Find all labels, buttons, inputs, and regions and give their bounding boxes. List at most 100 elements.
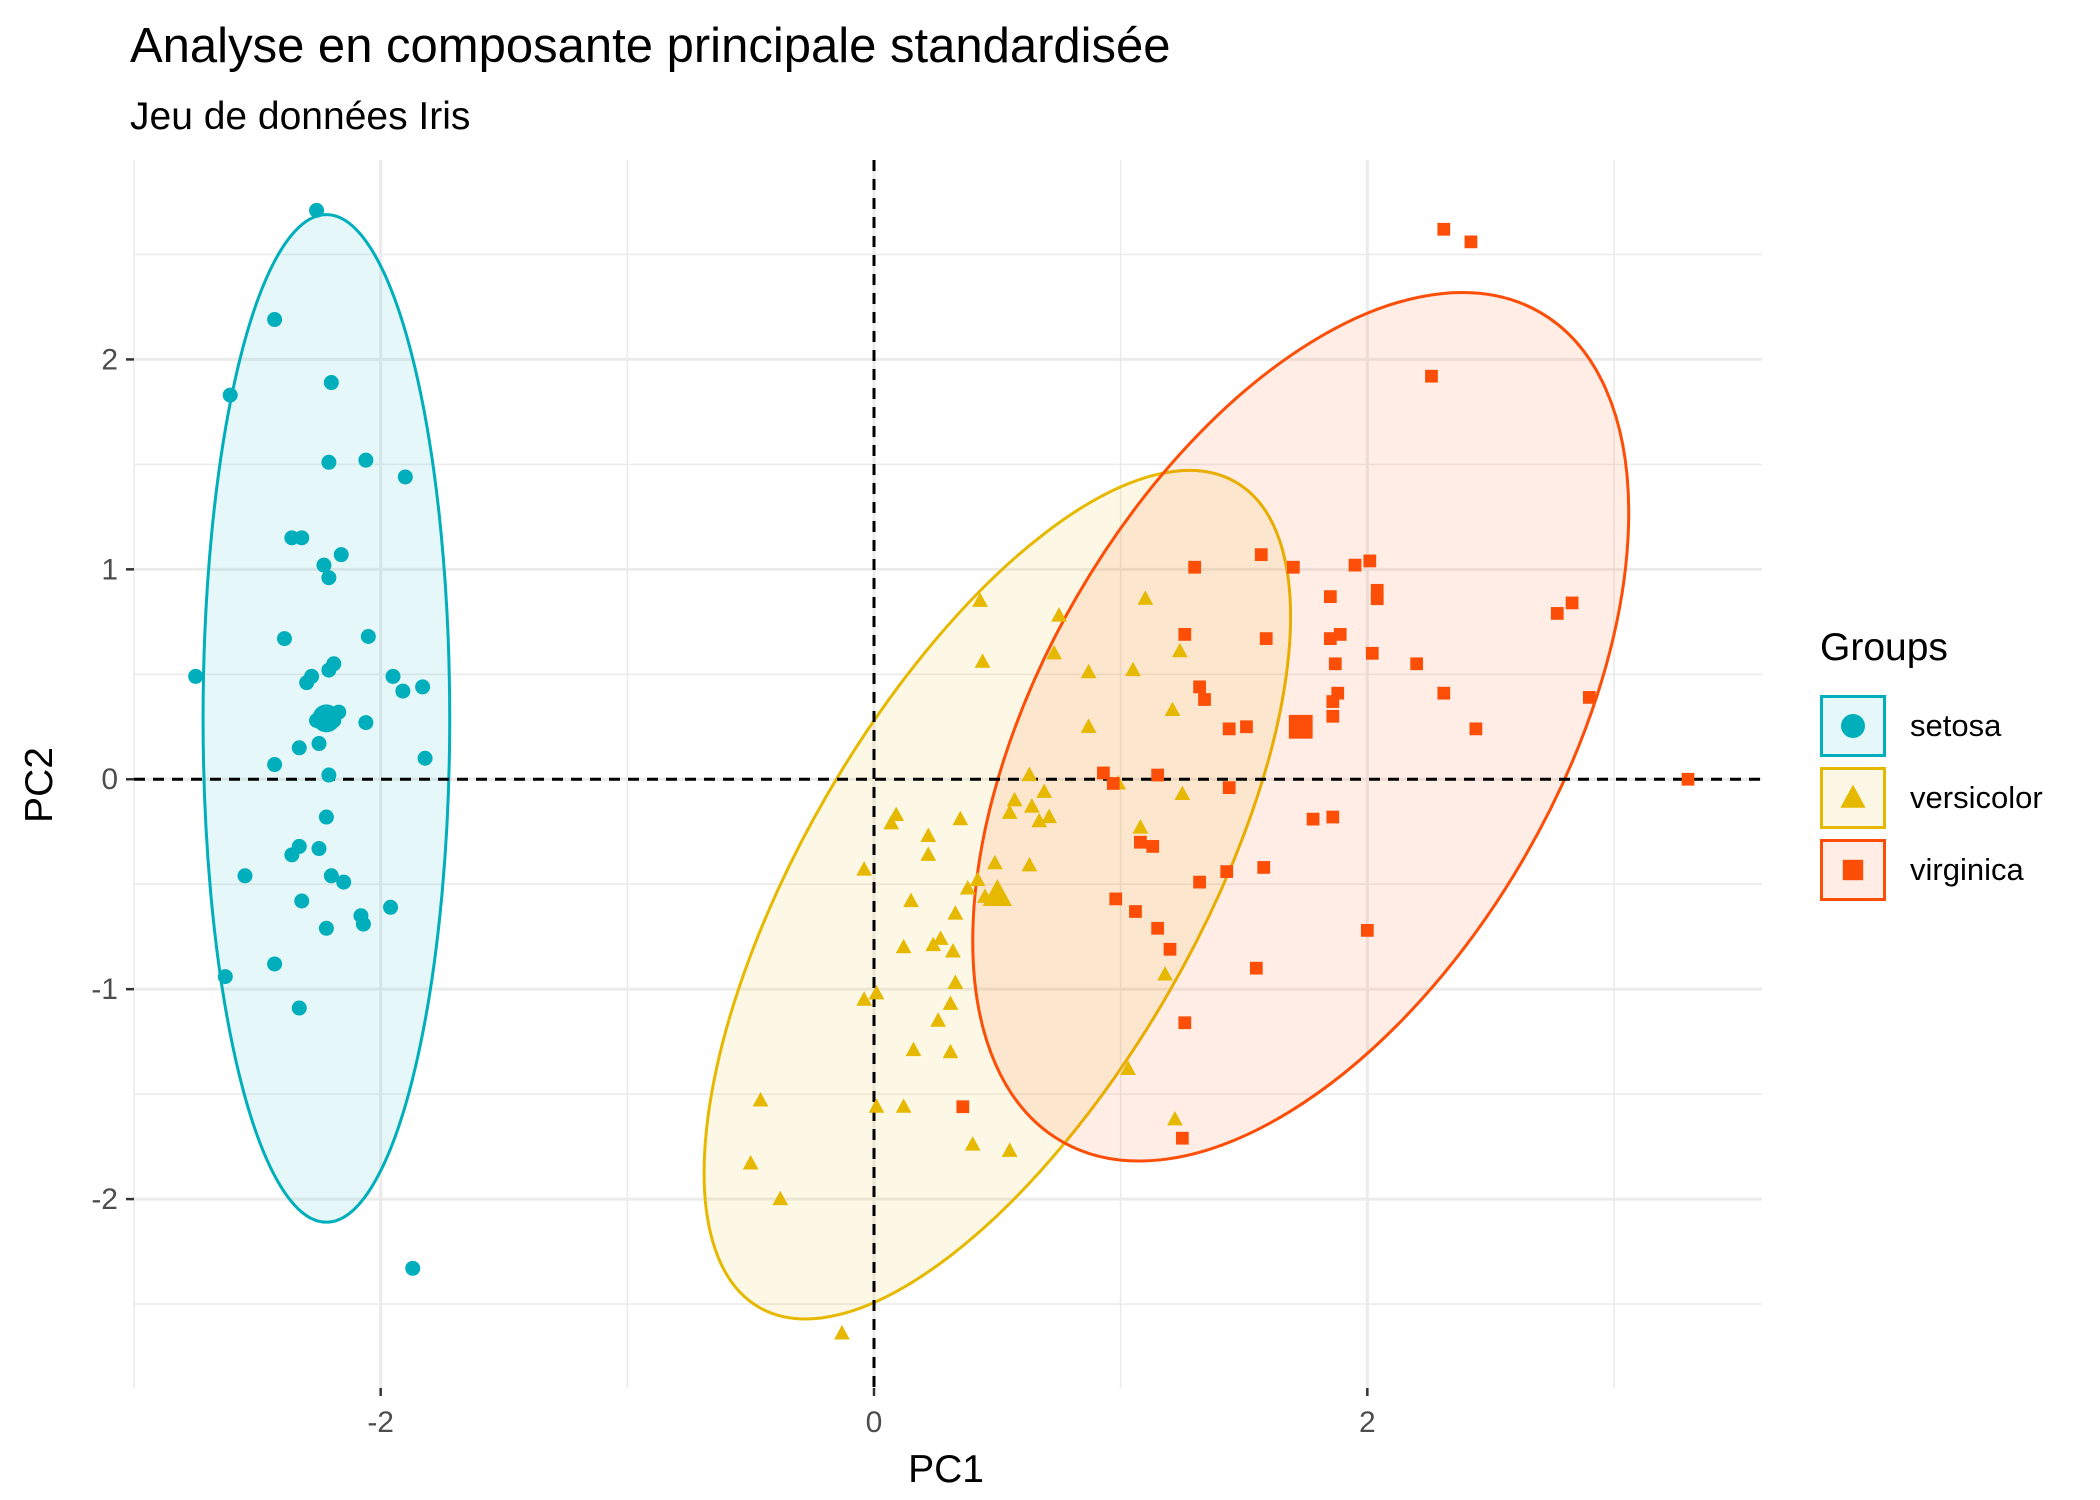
virginica-point — [1240, 720, 1253, 734]
triangle-legend-key — [1820, 767, 1886, 829]
versicolor-point — [868, 1098, 885, 1113]
setosa-point — [358, 715, 374, 731]
virginica-point — [1323, 590, 1337, 603]
virginica-point — [1198, 693, 1211, 706]
setosa-point — [299, 675, 315, 691]
virginica-point — [1306, 812, 1320, 826]
y-tick-label: 2 — [101, 343, 118, 376]
setosa-point — [405, 1260, 421, 1276]
versicolor-point — [1132, 819, 1149, 834]
versicolor-point — [1164, 701, 1181, 717]
setosa-point — [267, 757, 283, 773]
virginica-point — [1259, 632, 1273, 645]
setosa-point — [217, 969, 233, 985]
versicolor-point — [1021, 766, 1038, 782]
setosa-point — [321, 454, 337, 470]
setosa-point — [321, 662, 337, 678]
virginica-point — [1323, 632, 1337, 645]
setosa-point — [267, 956, 283, 972]
versicolor-point — [945, 943, 961, 958]
versicolor-point — [1041, 808, 1058, 824]
virginica-point — [1193, 875, 1206, 889]
versicolor-point — [959, 880, 976, 895]
virginica-point — [1129, 905, 1142, 918]
legend-title: Groups — [1820, 626, 1948, 669]
virginica-point — [1178, 628, 1192, 641]
versicolor-point — [772, 1190, 789, 1206]
legend-item-versicolor: versicolor — [1820, 762, 2080, 834]
virginica-point — [956, 1100, 970, 1114]
setosa-point — [318, 809, 334, 825]
legend-item-virginica: virginica — [1820, 834, 2080, 906]
virginica-point — [1097, 766, 1110, 780]
setosa-point — [276, 631, 292, 647]
virginica-point — [1175, 1131, 1189, 1145]
versicolor-point — [1125, 661, 1141, 677]
virginica-point — [1326, 810, 1340, 824]
virginica-point — [1550, 607, 1564, 620]
virginica-point — [1286, 560, 1300, 574]
versicolor-point — [947, 905, 964, 920]
setosa-point — [355, 916, 371, 932]
setosa-point — [222, 387, 238, 403]
versicolor-point — [1080, 663, 1097, 679]
versicolor-point — [1137, 590, 1154, 605]
setosa-point — [318, 920, 334, 936]
versicolor-point — [895, 1098, 912, 1113]
reference-lines — [134, 160, 1762, 1388]
virginica-point — [1222, 781, 1236, 795]
setosa-point — [360, 629, 376, 645]
virginica-point — [1326, 709, 1340, 723]
legend-label: setosa — [1910, 708, 2002, 743]
versicolor-point — [1167, 1110, 1183, 1126]
virginica-point — [1220, 865, 1234, 878]
axis-ticks: -2 0 2 -2 -1 0 1 2 — [91, 343, 1375, 1439]
versicolor-point — [856, 991, 873, 1006]
virginica-point — [1193, 680, 1206, 694]
versicolor-point — [895, 938, 912, 954]
y-axis-title: PC2 — [18, 747, 61, 823]
setosa-point — [291, 740, 307, 756]
virginica-point — [1370, 592, 1384, 606]
setosa-point — [267, 312, 283, 328]
versicolor-point — [1080, 718, 1097, 733]
versicolor-point — [1021, 856, 1038, 872]
versicolor-point — [920, 827, 937, 842]
versicolor-point — [1051, 607, 1067, 622]
grid-lines — [133, 160, 1762, 1388]
virginica-point — [1333, 628, 1347, 641]
versicolor-point — [868, 984, 885, 1000]
versicolor-point — [834, 1325, 850, 1340]
setosa-point — [336, 874, 352, 890]
versicolor-point — [930, 1012, 947, 1027]
virginica-point — [1363, 554, 1377, 568]
x-tick-label: 2 — [1359, 1406, 1376, 1439]
versicolor-point — [1006, 791, 1023, 807]
versicolor-point — [1001, 1142, 1018, 1157]
versicolor-point — [1120, 1060, 1136, 1076]
setosa-point — [321, 570, 337, 586]
versicolor-legend-marker — [1840, 784, 1866, 808]
x-tick-label: 0 — [866, 1406, 883, 1439]
setosa-point — [323, 868, 339, 884]
setosa-point — [358, 452, 374, 468]
square-legend-key — [1820, 839, 1886, 901]
setosa-point — [237, 868, 253, 884]
virginica-point — [1109, 892, 1123, 906]
setosa-point — [383, 899, 399, 915]
setosa-point — [309, 202, 325, 218]
versicolor-point — [974, 653, 991, 668]
virginica-point — [1254, 548, 1268, 562]
setosa-point — [395, 683, 411, 699]
virginica-point — [1437, 222, 1451, 236]
versicolor-point — [925, 936, 942, 952]
versicolor-point — [883, 814, 900, 830]
setosa-point — [294, 893, 310, 909]
versicolor-point — [972, 592, 988, 607]
x-axis-title: PC1 — [908, 1448, 984, 1491]
virginica-mean-point — [1288, 714, 1313, 739]
virginica-point — [1163, 942, 1177, 956]
virginica-point — [1565, 596, 1579, 610]
setosa-point — [316, 557, 332, 573]
